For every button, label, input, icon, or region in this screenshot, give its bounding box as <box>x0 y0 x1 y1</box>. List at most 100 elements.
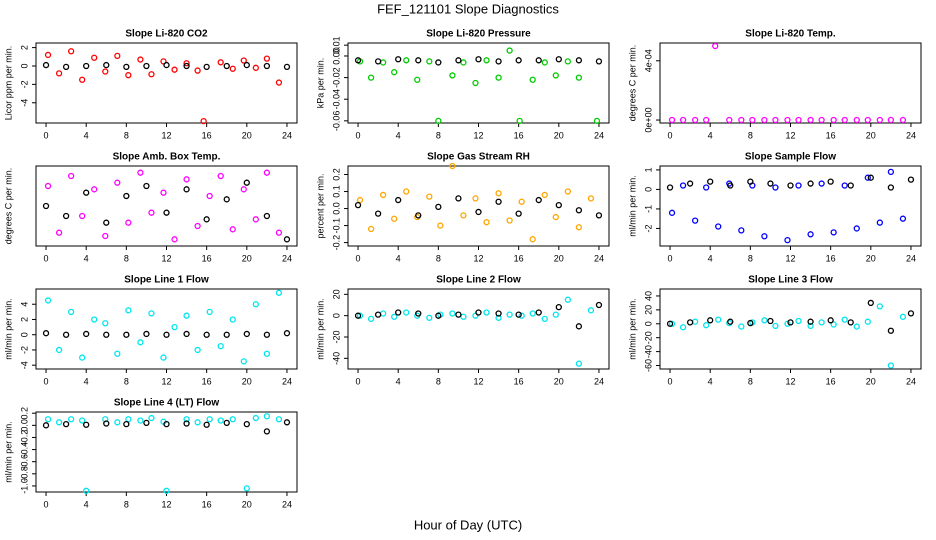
point <box>163 331 170 338</box>
plot-frame <box>659 165 922 247</box>
point <box>44 51 52 59</box>
x-tick-label: 8 <box>124 253 129 263</box>
point <box>103 420 110 427</box>
point <box>252 64 259 71</box>
panel-title: Slope Li-820 Temp. <box>745 29 836 40</box>
point <box>263 62 271 70</box>
x-tick-label: 8 <box>436 253 441 263</box>
point <box>91 54 98 61</box>
point <box>217 172 224 180</box>
point <box>807 231 814 238</box>
point <box>529 310 536 317</box>
point <box>541 315 548 323</box>
point <box>102 320 109 327</box>
x-tick-label: 0 <box>668 253 673 263</box>
point <box>853 225 860 232</box>
point <box>552 72 559 79</box>
point <box>495 190 502 197</box>
point <box>356 196 364 204</box>
y-tick-label: -0.1 <box>331 218 341 234</box>
point <box>148 414 155 422</box>
point <box>83 421 90 428</box>
y-tick-label: -40 <box>643 345 653 358</box>
point <box>42 330 50 337</box>
point <box>163 61 170 69</box>
x-tick-label: 24 <box>282 253 292 263</box>
x-tick-label: 24 <box>594 130 604 140</box>
point <box>460 212 467 219</box>
point <box>575 323 583 330</box>
x-tick-label: 16 <box>202 130 212 140</box>
y-tick-label: 0.2 <box>331 168 341 181</box>
point <box>472 79 479 87</box>
point <box>807 322 814 330</box>
point <box>103 219 110 226</box>
y-tick-label: -40 <box>331 352 341 365</box>
point <box>171 323 178 331</box>
y-tick-label: -0.8 <box>19 466 29 482</box>
point <box>403 188 410 195</box>
y-tick-label: -0.04 <box>331 89 341 110</box>
point <box>374 311 382 318</box>
x-tick-label: 12 <box>161 130 171 140</box>
point <box>283 236 291 243</box>
point <box>263 55 271 62</box>
point <box>83 62 90 70</box>
point <box>691 217 699 224</box>
point <box>194 67 201 74</box>
x-tick-label: 24 <box>906 253 916 263</box>
point <box>506 47 513 54</box>
point <box>137 417 144 424</box>
point <box>864 174 871 181</box>
plot-frame <box>659 42 922 124</box>
point <box>876 116 883 124</box>
y-axis-label: ml/min per min. <box>315 298 325 360</box>
point <box>283 419 291 426</box>
x-tick-label: 0 <box>668 130 673 140</box>
y-tick-label: 1 <box>643 167 653 172</box>
point <box>194 419 201 426</box>
point <box>263 413 271 420</box>
point <box>495 198 502 205</box>
y-tick-label: 0.1 <box>331 185 341 198</box>
point <box>691 116 699 124</box>
point <box>495 310 502 317</box>
point <box>414 76 421 83</box>
x-tick-label: 12 <box>161 253 171 263</box>
point <box>283 63 291 71</box>
point <box>738 227 745 234</box>
y-tick-label: -4 <box>19 361 29 369</box>
y-tick-label: -2 <box>19 80 29 88</box>
point <box>67 172 75 180</box>
y-tick-label: 2 <box>19 317 29 322</box>
point <box>367 315 375 323</box>
point <box>529 236 536 243</box>
y-tick-label: 20 <box>331 289 341 299</box>
point <box>91 186 98 193</box>
point <box>899 215 907 222</box>
point <box>575 57 583 64</box>
plot-frame <box>35 165 298 247</box>
point <box>761 233 768 240</box>
x-tick-label: 20 <box>242 130 252 140</box>
y-tick-label: -1.0 <box>19 478 29 494</box>
point <box>391 215 398 222</box>
point <box>163 209 170 216</box>
point <box>217 342 224 350</box>
y-tick-label: 0.00 <box>331 47 341 65</box>
point <box>518 198 525 205</box>
x-tick-label: 24 <box>906 130 916 140</box>
point <box>552 311 559 318</box>
point <box>243 420 250 428</box>
panel-title: Slope Gas Stream RH <box>427 152 530 163</box>
x-tick-label: 8 <box>748 130 753 140</box>
point <box>354 201 362 209</box>
point <box>395 196 402 204</box>
point <box>449 162 456 170</box>
point <box>475 309 482 316</box>
point <box>686 319 694 326</box>
point <box>229 316 236 323</box>
plot-frame <box>35 411 298 493</box>
y-axis-label: ml/min per min. <box>627 298 637 360</box>
point <box>203 421 210 428</box>
